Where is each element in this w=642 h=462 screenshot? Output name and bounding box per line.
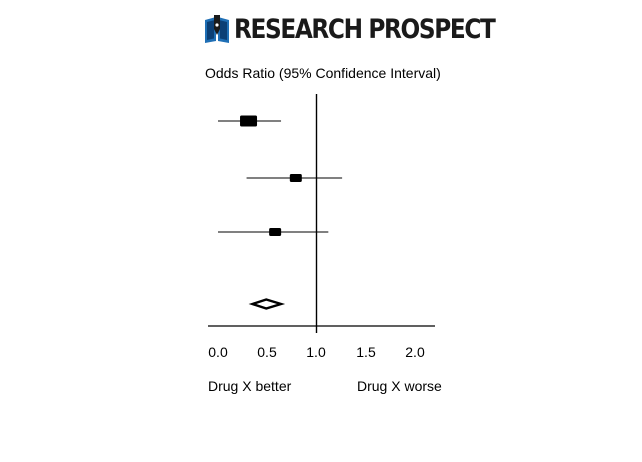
x-tick-label: 0.5	[257, 344, 277, 360]
logo-wordmark: RESEARCH PROSPECT	[234, 13, 496, 45]
favours-left-label: Drug X better	[208, 378, 292, 394]
point-estimate-box	[269, 228, 282, 236]
pooled-estimate-diamond	[248, 298, 286, 310]
favours-right-label: Drug X worse	[357, 378, 442, 394]
point-estimate-box	[289, 174, 302, 182]
x-tick-label: 0.0	[208, 344, 228, 360]
point-estimate-box	[240, 115, 258, 127]
x-tick-label: 1.0	[306, 344, 326, 360]
brand-logo: RESEARCH PROSPECT	[204, 12, 537, 46]
x-tick-label: 1.5	[356, 344, 376, 360]
x-tick-label: 2.0	[405, 344, 425, 360]
chart-title: Odds Ratio (95% Confidence Interval)	[205, 65, 441, 81]
book-pen-icon	[205, 15, 229, 43]
